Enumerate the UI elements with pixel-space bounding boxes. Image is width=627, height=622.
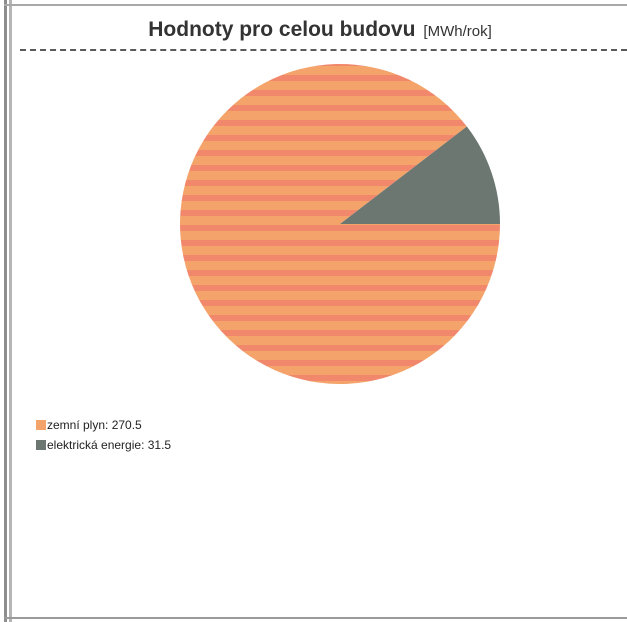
frame-left-border-inner (9, 0, 12, 622)
title-divider (20, 49, 627, 51)
legend-item-zemni-plyn: zemní plyn270.5 (36, 418, 171, 438)
legend: zemní plyn270.5 elektrická energie31.5 (36, 418, 171, 458)
frame-top-border (4, 4, 627, 6)
chart-unit: [MWh/rok] (423, 23, 492, 40)
pie-slices (180, 64, 500, 385)
legend-value-elektricka-energie: 31.5 (141, 438, 171, 452)
legend-label-zemni-plyn: zemní plyn (47, 418, 106, 432)
frame-left-border (4, 0, 7, 622)
frame-bottom-border (4, 617, 627, 619)
chart-title: Hodnoty pro celou budovu (148, 18, 416, 41)
legend-swatch-zemni-plyn (36, 420, 46, 430)
chart-title-row: Hodnoty pro celou budovu [MWh/rok] (20, 18, 620, 42)
legend-label-elektricka-energie: elektrická energie (47, 438, 142, 452)
pie-slice-elektricka-energie (340, 126, 500, 224)
legend-swatch-elektricka-energie (36, 440, 46, 450)
legend-value-zemni-plyn: 270.5 (105, 418, 142, 432)
legend-item-elektricka-energie: elektrická energie31.5 (36, 438, 171, 458)
pie-slice-zemni-plyn (180, 64, 500, 385)
